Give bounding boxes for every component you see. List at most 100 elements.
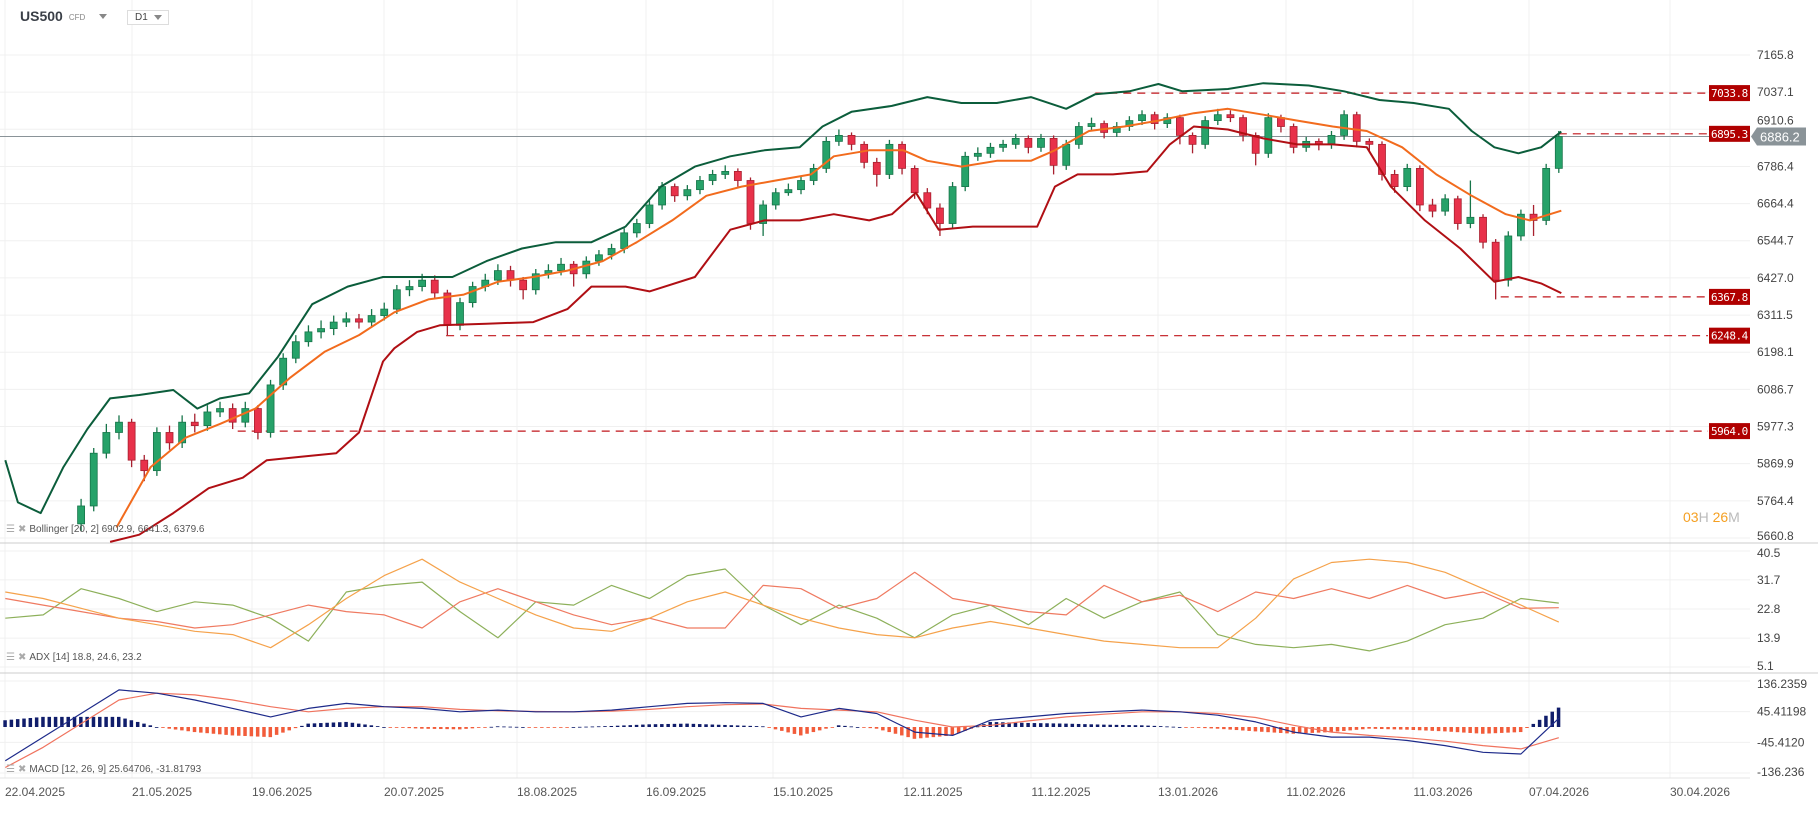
candle-body: [531, 273, 540, 291]
macd-histogram-bar: [293, 727, 298, 729]
candle: [405, 280, 414, 297]
x-tick-label: 21.05.2025: [132, 785, 192, 799]
candle-body: [1479, 216, 1487, 243]
candle: [392, 284, 401, 314]
macd-histogram-bar: [881, 727, 885, 731]
macd-tick-label: 45.41198: [1757, 705, 1806, 719]
candle: [1340, 110, 1348, 140]
timeframe-dropdown[interactable]: D1: [127, 10, 169, 25]
candle-body: [1466, 216, 1475, 224]
price-tick-label: 7037.1: [1757, 85, 1794, 99]
instrument-type: CFD: [68, 13, 86, 22]
macd-histogram-bar: [161, 727, 165, 728]
macd-histogram-bar: [1518, 727, 1523, 733]
macd-histogram-bar: [533, 727, 538, 728]
macd-histogram-bar: [268, 727, 273, 738]
macd-histogram-bar: [849, 726, 854, 728]
candle-body: [1087, 123, 1096, 127]
settings-icon[interactable]: ☰: [6, 764, 15, 775]
candle-body: [670, 186, 679, 197]
candle-body: [1251, 135, 1260, 154]
candle-body: [254, 408, 262, 433]
macd-histogram-bar: [1443, 727, 1447, 732]
macd-histogram-bar: [104, 716, 108, 727]
macd-histogram-bar: [306, 723, 310, 727]
macd-histogram-bar: [1114, 724, 1119, 727]
macd-histogram-bar: [451, 727, 456, 730]
macd-histogram-bar: [1222, 727, 1226, 730]
candle: [670, 183, 679, 202]
macd-histogram-bar: [723, 724, 727, 727]
candle: [961, 151, 970, 192]
candle: [291, 335, 300, 364]
settings-icon[interactable]: ☰: [6, 524, 15, 535]
macd-histogram-bar: [1171, 726, 1176, 728]
macd-histogram-bar: [1449, 727, 1453, 732]
macd-histogram-bar: [603, 726, 607, 727]
macd-histogram-bar: [1272, 727, 1277, 733]
candle: [367, 309, 376, 327]
close-icon[interactable]: ✖: [17, 524, 27, 535]
adx-tick-label: 22.8: [1757, 602, 1781, 616]
minus-di-line: [5, 571, 1559, 629]
candle-body: [557, 263, 565, 272]
macd-histogram-bar: [735, 725, 740, 727]
macd-histogram-bar: [672, 723, 677, 727]
macd-histogram-bar: [666, 723, 670, 727]
candle: [317, 320, 325, 339]
macd-label: MACD [12, 26, 9] 25.64706, -31.81793: [29, 764, 202, 775]
macd-histogram-bar: [407, 727, 411, 729]
macd-histogram-bar: [312, 723, 317, 727]
macd-histogram-bar: [218, 727, 222, 735]
candle-body: [910, 167, 919, 194]
macd-histogram-bar: [1203, 727, 1207, 729]
macd-histogram-bar: [300, 725, 304, 727]
macd-histogram-bar: [521, 727, 525, 728]
price-tick-label: 6786.4: [1757, 159, 1794, 173]
price-tick-label: 6664.4: [1757, 197, 1794, 211]
candle: [683, 185, 692, 201]
candle-body: [632, 223, 641, 234]
macd-histogram-bar: [1537, 719, 1542, 727]
macd-histogram-bar: [1506, 727, 1510, 733]
x-tick-label: 12.11.2025: [903, 785, 962, 799]
macd-histogram-bar: [855, 727, 860, 728]
macd-histogram-bar: [186, 727, 190, 732]
macd-histogram-bar: [571, 727, 576, 728]
macd-histogram-bar: [464, 727, 468, 729]
candle: [784, 183, 793, 196]
candle: [1251, 132, 1260, 166]
macd-histogram-bar: [236, 727, 241, 736]
candle: [1176, 114, 1184, 145]
close-icon[interactable]: ✖: [17, 652, 27, 663]
candle-body: [1428, 204, 1437, 212]
macd-histogram-bar: [1386, 727, 1390, 730]
macd-histogram-bar: [1184, 727, 1188, 728]
candle: [544, 264, 553, 279]
macd-histogram-bar: [634, 724, 639, 727]
macd-histogram-bar: [1146, 725, 1150, 727]
macd-histogram-bar: [565, 727, 569, 728]
macd-histogram-bar: [1525, 727, 1529, 728]
settings-icon[interactable]: ☰: [6, 652, 15, 663]
macd-histogram-bar: [15, 719, 20, 727]
candle: [481, 273, 490, 292]
macd-histogram-bar: [439, 727, 443, 730]
macd-histogram-bar: [394, 727, 399, 728]
macd-histogram-bar: [1083, 724, 1087, 727]
symbol-selector[interactable]: US500 CFD: [20, 8, 108, 24]
macd-histogram-bar: [1531, 723, 1536, 727]
candle: [216, 401, 224, 418]
candle-body: [607, 248, 616, 256]
close-icon[interactable]: ✖: [17, 764, 27, 775]
candle: [1479, 214, 1487, 249]
candle: [1517, 209, 1525, 241]
candle-body: [784, 189, 793, 194]
candle: [228, 403, 237, 430]
bollinger-label: Bollinger [20, 2] 6902.9, 6641.3, 6379.6: [29, 524, 205, 535]
candle-body: [1415, 167, 1424, 206]
macd-histogram-bar: [931, 727, 936, 738]
macd-histogram-bar: [331, 722, 336, 727]
macd-histogram-bar: [1310, 727, 1315, 733]
